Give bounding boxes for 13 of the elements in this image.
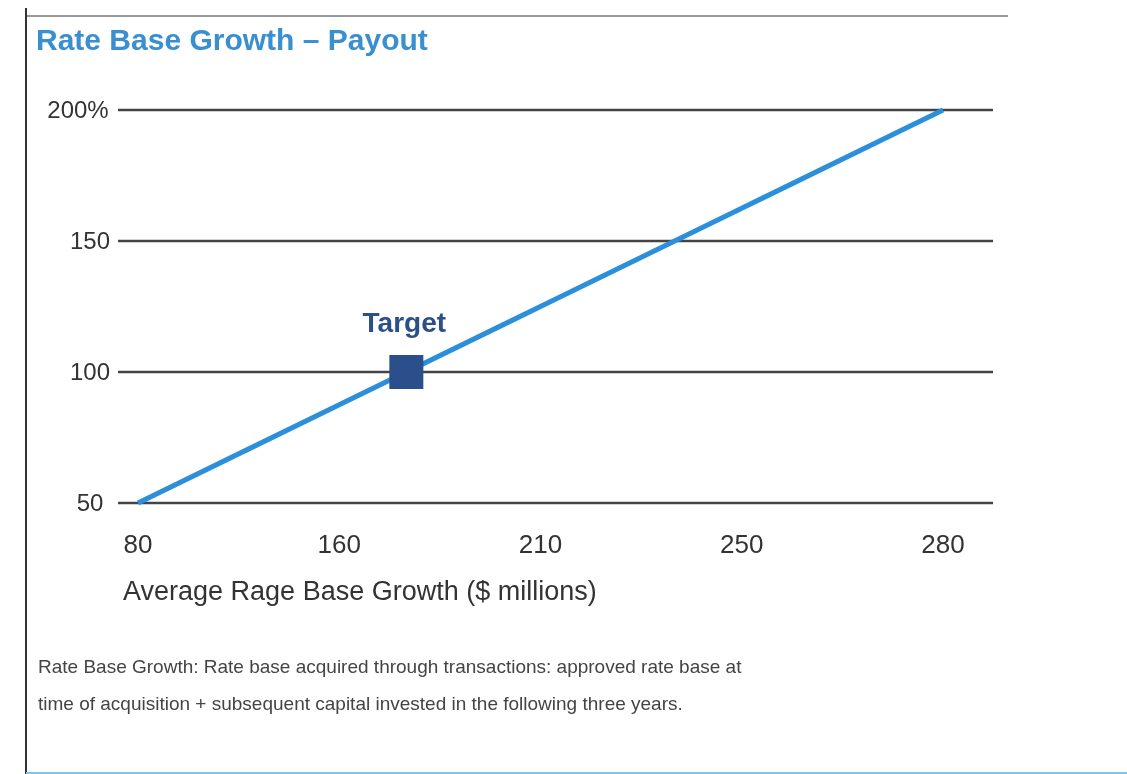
annotation: Target bbox=[362, 307, 447, 338]
y-tick-label: 100 bbox=[69, 358, 111, 386]
chart-title: Rate Base Growth – Payout bbox=[36, 23, 428, 56]
text: Rate Base Growth: Rate base acquired through transactions: approved rate base at time of acquisition + subsequent capital invested in the following three years. bbox=[38, 656, 743, 714]
x-tick-label: 80 bbox=[123, 529, 153, 559]
y-tick-label: 150 bbox=[69, 227, 111, 255]
x-tick-label: 210 bbox=[518, 529, 563, 559]
x-tick-label: 160 bbox=[317, 529, 361, 559]
x-tick-label: 250 bbox=[720, 529, 764, 559]
x-tick-label: 280 bbox=[921, 529, 965, 559]
x-axis-title: Average Rage Base Growth ($ millions) bbox=[123, 576, 597, 606]
y-tick-label: 200% bbox=[47, 96, 109, 124]
y-tick-label: 50 bbox=[76, 489, 104, 517]
